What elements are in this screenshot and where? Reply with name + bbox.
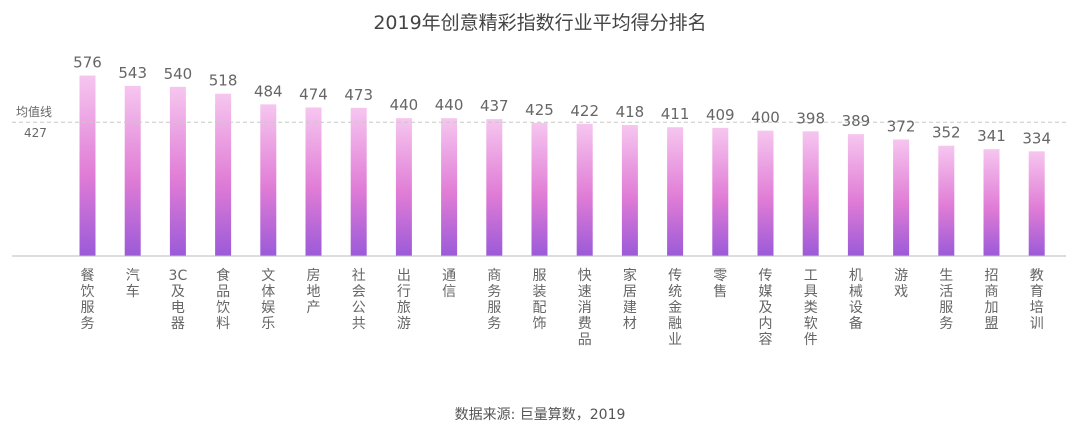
bar [350,107,367,256]
category-label: 3C 及电器 [169,268,188,332]
bar-value-label: 372 [887,117,916,135]
bar [1028,151,1045,256]
category-label: 餐饮服务 [81,268,95,332]
bar-value-label: 422 [570,102,599,120]
bar [260,104,277,256]
bar [124,85,141,256]
category-label: 商务服务 [487,268,501,332]
category-label: 招商加盟 [985,268,999,332]
bar [983,149,1000,256]
bar-value-label: 398 [796,109,825,127]
average-label: 均值线 [16,104,52,119]
category-label: 社会公共 [352,268,366,332]
chart-source: 数据来源: 巨量算数，2019 [454,407,626,423]
bar-value-label: 437 [480,97,509,115]
bar [79,75,96,257]
bar-value-label: 440 [435,96,464,114]
category-label: 家居建材 [623,267,637,332]
bar [215,93,232,257]
bar [893,139,910,256]
bar-value-label: 440 [390,96,419,114]
bar [169,86,186,256]
bar-value-label: 418 [616,103,645,121]
category-label: 汽车 [126,268,140,300]
category-label: 教育培训 [1030,268,1044,332]
bar-value-label: 352 [932,124,961,142]
bars-layer [79,75,1045,257]
category-label: 食品饮料 [216,267,230,332]
category-label: 零售 [713,268,727,300]
bar-value-label: 400 [751,109,780,127]
category-label: 工具类软件 [804,268,818,348]
category-label: 生活服务 [939,268,953,332]
bar [621,125,638,256]
chart-title: 2019年创意精彩指数行业平均得分排名 [373,12,707,34]
bar [486,119,503,256]
bar-value-label: 411 [661,105,690,123]
category-label: 传统金融业 [668,268,682,348]
category-label: 通信 [442,268,456,300]
bar [847,134,864,256]
bar-value-label: 425 [525,101,554,119]
category-label: 出行旅游 [397,268,411,332]
bar [395,118,412,256]
bar-value-label: 540 [164,65,193,83]
category-label: 文体娱乐 [261,268,275,332]
category-label: 传媒及内容 [759,268,773,348]
bar [576,123,593,256]
bar-value-label: 543 [118,64,147,82]
bar-value-label: 474 [299,85,328,103]
bar-value-label: 518 [209,72,238,90]
bar [757,130,774,256]
category-label: 游戏 [894,268,908,300]
category-label: 机械设备 [849,268,863,332]
bar-value-label: 484 [254,82,283,100]
bar-value-label: 334 [1022,129,1051,147]
bar-value-label: 473 [344,86,373,104]
bar [667,127,684,256]
category-label: 服装配饰 [533,268,547,332]
bar [531,122,548,256]
bar-value-label: 341 [977,127,1006,145]
bar [712,127,729,256]
average-value: 427 [24,126,47,140]
category-label: 快速消费品 [578,268,592,348]
category-label: 房地产 [307,268,321,316]
bar-value-label: 389 [842,112,871,130]
bar-value-label: 409 [706,106,735,124]
labels-layer: 576 餐饮服务 543 汽车 540 3C 及电器 518 食品饮料 484 文体娱乐 474 房地产… [73,54,1051,348]
bar [441,118,458,256]
bar-value-label: 576 [73,54,102,72]
bar [305,107,322,256]
bar [938,145,955,256]
bar [802,131,819,256]
